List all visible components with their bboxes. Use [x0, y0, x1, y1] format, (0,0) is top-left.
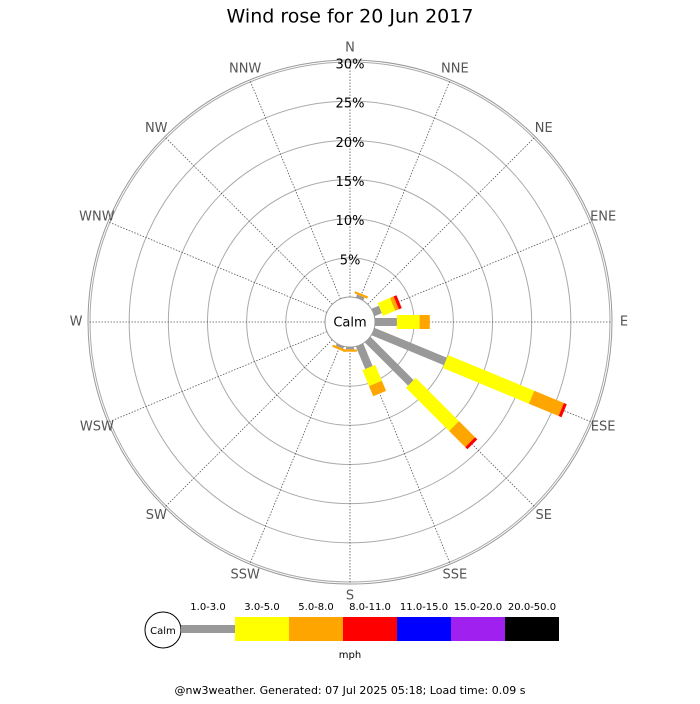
- rose-segment: [371, 327, 447, 366]
- rose-segment: [335, 343, 345, 349]
- direction-label: SSW: [230, 568, 260, 583]
- rose-segment: [346, 347, 354, 350]
- spoke: [249, 79, 341, 300]
- rose-segment: [355, 343, 373, 370]
- direction-label: NNE: [441, 61, 469, 76]
- legend-label: 8.0-11.0: [349, 602, 391, 613]
- legend-swatch: [289, 617, 343, 641]
- legend-label: 5.0-8.0: [298, 602, 333, 613]
- calm-circle: [324, 296, 376, 348]
- r-tick-label: 5%: [340, 253, 361, 268]
- direction-label: S: [346, 589, 354, 604]
- legend-label: 11.0-15.0: [400, 602, 448, 613]
- rose-segment: [419, 315, 430, 329]
- direction-label: SSE: [442, 568, 467, 583]
- legend-swatch: [343, 617, 397, 641]
- direction-label: WSW: [80, 419, 114, 434]
- legend-swatch: [235, 617, 289, 641]
- rose-segment: [362, 364, 382, 387]
- direction-label: WNW: [79, 210, 115, 225]
- r-tick-label: 30%: [336, 58, 365, 73]
- rose-segment: [371, 305, 382, 317]
- rose-segment: [390, 296, 399, 311]
- rose-segment: [528, 390, 564, 416]
- outer-ring: [87, 59, 613, 585]
- r-tick-label: 25%: [336, 97, 365, 112]
- rose-segment: [375, 318, 397, 326]
- legend-swatch: [505, 617, 559, 641]
- rose-segment: [449, 421, 476, 448]
- rose-segment: [558, 403, 567, 418]
- legend-label: 20.0-50.0: [508, 602, 556, 613]
- direction-label: E: [620, 315, 628, 330]
- chart-title: Wind rose for 20 Jun 2017: [227, 6, 474, 28]
- direction-label: NNW: [229, 61, 261, 76]
- rose-segment: [343, 349, 357, 352]
- legend-swatch: [397, 617, 451, 641]
- rose-segment: [442, 355, 535, 404]
- rose-segment: [405, 377, 459, 431]
- legend-label: 1.0-3.0: [190, 602, 225, 613]
- legend-swatch: [181, 625, 235, 633]
- rose-segment: [396, 315, 420, 329]
- footer: @nw3weather. Generated: 07 Jul 2025 05:1…: [175, 684, 526, 697]
- direction-label: ESE: [591, 419, 616, 434]
- rose-segment: [369, 380, 387, 397]
- legend-swatch: [451, 617, 505, 641]
- legend-calm-label: Calm: [150, 626, 176, 637]
- spoke: [367, 136, 536, 305]
- direction-label: SW: [146, 508, 167, 523]
- spoke: [107, 221, 328, 313]
- direction-label: N: [345, 41, 355, 56]
- rose-segment: [377, 297, 396, 316]
- rose-segment: [364, 336, 414, 386]
- spoke: [249, 344, 341, 565]
- rose-segment: [332, 344, 346, 353]
- legend-label: 15.0-20.0: [454, 602, 502, 613]
- rose-segment: [393, 295, 402, 310]
- direction-label: NW: [145, 121, 168, 136]
- direction-label: SE: [536, 508, 552, 523]
- unit-label: mph: [339, 650, 361, 661]
- r-tick-label: 10%: [336, 214, 365, 229]
- rose-segment: [354, 291, 369, 299]
- r-tick-label: 15%: [336, 175, 365, 190]
- rose-segment: [465, 437, 478, 450]
- direction-label: NE: [535, 121, 553, 136]
- r-tick-label: 20%: [336, 136, 365, 151]
- spoke: [372, 221, 593, 313]
- direction-label: W: [70, 315, 83, 330]
- rose-segment: [355, 294, 365, 301]
- spoke: [359, 79, 451, 300]
- spoke: [164, 339, 333, 508]
- direction-label: ENE: [590, 210, 616, 225]
- calm-label: Calm: [333, 316, 366, 331]
- legend-label: 3.0-5.0: [244, 602, 279, 613]
- spoke: [107, 331, 328, 423]
- spoke: [164, 136, 333, 305]
